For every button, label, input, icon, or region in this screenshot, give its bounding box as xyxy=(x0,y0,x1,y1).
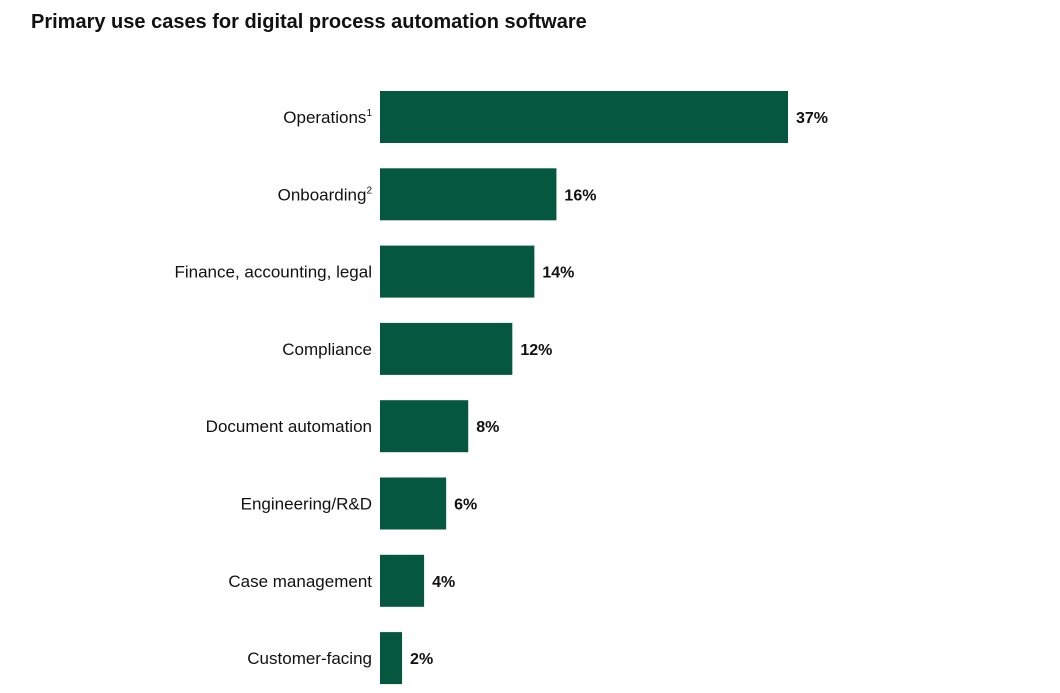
category-label-1: Onboarding2 xyxy=(278,185,373,204)
footnote-marker: 1 xyxy=(366,108,372,119)
value-labels: 37% 16% 14% 12% 8% 6% 4% 2% xyxy=(410,110,828,668)
bar-0 xyxy=(380,91,788,143)
category-label-3: Compliance xyxy=(282,340,372,359)
value-label-4: 8% xyxy=(476,419,499,436)
value-label-5: 6% xyxy=(454,497,477,514)
footnote-marker: 2 xyxy=(366,185,372,196)
value-label-2: 14% xyxy=(542,265,574,282)
category-label-5: Engineering/R&D xyxy=(241,495,372,514)
bar-7 xyxy=(380,632,403,685)
bar-6 xyxy=(380,554,425,607)
bar-5 xyxy=(380,477,447,530)
category-labels: Operations1 Onboarding2 Finance, accountin… xyxy=(174,108,372,668)
bar-2 xyxy=(380,245,535,298)
value-label-7: 2% xyxy=(410,651,433,668)
category-label-6: Case management xyxy=(228,572,372,591)
value-label-0: 37% xyxy=(796,110,828,127)
bars-layer xyxy=(380,91,788,685)
value-label-6: 4% xyxy=(432,574,455,591)
category-label-7: Customer-facing xyxy=(247,649,372,668)
category-label-2: Finance, accounting, legal xyxy=(174,263,372,282)
category-label-4: Document automation xyxy=(206,417,372,436)
chart-title: Primary use cases for digital process au… xyxy=(31,11,587,33)
bar-3 xyxy=(380,322,513,375)
value-label-3: 12% xyxy=(520,342,552,359)
value-label-1: 16% xyxy=(564,187,596,204)
bar-1 xyxy=(380,168,557,221)
category-label-0: Operations1 xyxy=(283,108,372,127)
bar-4 xyxy=(380,400,469,453)
